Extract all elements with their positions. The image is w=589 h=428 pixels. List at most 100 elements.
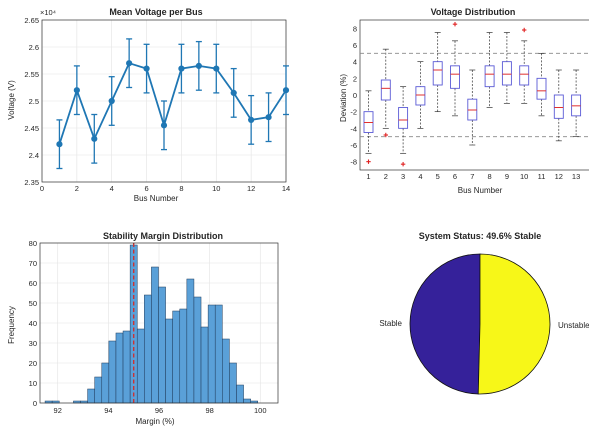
box [450,65,460,89]
x-tick-label: 11 [538,172,546,181]
box [536,77,547,100]
mean-voltage-point [248,116,255,124]
x-tick-label: 100 [254,406,267,415]
histogram-bar [87,388,95,404]
x-tick-label: 8 [488,172,492,181]
box [519,65,530,86]
box [432,61,443,86]
histogram-bar [186,278,195,404]
x-tick-label: 12 [247,184,255,193]
y-tick-label: 50 [29,299,37,308]
box [380,79,391,101]
box [415,86,426,106]
pie-slice-unstable [477,253,551,395]
stability-margin-title: Stability Margin Distribution [103,231,223,241]
x-tick-label: 2 [384,172,388,181]
y-tick-label: 2.6 [29,43,39,52]
voltage-distribution-ylabel: Deviation (%) [339,74,348,122]
mean-voltage-point [230,89,237,97]
mean-voltage-point [178,65,185,72]
x-tick-label: 2 [75,184,79,193]
histogram-bar [214,304,223,404]
histogram-bar [236,384,244,404]
mean-voltage-ylabel: Voltage (V) [7,80,16,120]
y-tick-label: 2.5 [29,97,39,106]
stability-margin-xlabel: Margin (%) [135,417,174,426]
system-status-title: System Status: 49.6% Stable [419,231,542,241]
x-tick-label: 98 [205,406,213,415]
x-tick-label: 4 [110,184,114,193]
y-tick-label: 10 [29,379,37,388]
mean-voltage-exponent: ×10⁴ [40,8,56,17]
histogram-bar [229,362,237,404]
y-tick-label: 30 [29,339,37,348]
pie-label: Unstable [558,321,589,330]
histogram-bar [101,362,110,404]
x-tick-label: 6 [453,172,457,181]
x-tick-label: 6 [144,184,148,193]
histogram-bar [193,296,202,404]
voltage-distribution-chart: Voltage Distribution Bus Number Deviatio… [339,7,589,195]
mean-voltage-point [282,87,290,94]
histogram-bar [207,304,216,404]
histogram-bar [115,332,124,404]
mean-voltage-point [195,62,202,70]
mean-voltage-point [91,135,98,142]
pie-slice-stable [409,253,481,395]
voltage-distribution-title: Voltage Distribution [431,7,516,17]
y-tick-label: 2.4 [29,151,39,160]
y-tick-label: 20 [29,359,37,368]
x-tick-label: 1 [366,172,370,181]
x-tick-label: 8 [179,184,183,193]
box [398,107,409,129]
y-tick-label: 2 [353,74,357,83]
mean-voltage-xlabel: Bus Number [134,194,179,203]
mean-voltage-point [108,97,115,105]
histogram-bar [151,266,159,404]
y-tick-label: -8 [350,158,357,167]
axes-box [39,242,279,404]
x-tick-label: 12 [555,172,563,181]
system-status-chart: System Status: 49.6% Stable Stable Unstab… [379,231,589,395]
y-tick-label: 4 [353,58,357,67]
mean-voltage-chart: Mean Voltage per Bus Bus Number Voltage … [7,7,290,203]
mean-voltage-point [143,65,150,72]
histogram-bar [94,376,103,404]
x-tick-label: 10 [520,172,528,181]
mean-voltage-title: Mean Voltage per Bus [109,7,202,17]
histogram-bar [108,340,117,404]
x-tick-label: 94 [104,406,112,415]
x-tick-label: 0 [40,184,44,193]
x-tick-label: 4 [418,172,422,181]
mean-voltage-line [58,62,287,145]
x-tick-label: 92 [54,406,62,415]
mean-voltage-point [160,122,168,129]
pie-label: Stable [379,319,402,328]
x-tick-label: 9 [505,172,509,181]
histogram-bar [165,318,173,404]
box [501,61,512,86]
histogram-bar [222,338,230,404]
y-tick-label: 2.45 [24,124,39,133]
x-tick-label: 3 [401,172,405,181]
histogram-bar [136,328,145,404]
y-tick-label: 0 [33,399,37,408]
y-tick-label: 2.65 [24,16,39,25]
histogram-bar [144,294,152,404]
y-tick-label: -4 [350,124,357,133]
y-tick-label: 2.35 [24,178,39,187]
y-tick-label: -2 [350,108,357,117]
y-tick-label: 70 [29,259,37,268]
x-tick-label: 10 [212,184,220,193]
stability-margin-ylabel: Frequency [7,306,16,344]
box [553,94,564,119]
stability-margin-chart: Stability Margin Distribution Margin (%)… [7,231,279,426]
y-tick-label: 60 [29,279,37,288]
x-tick-label: 13 [572,172,580,181]
box [484,65,495,88]
histogram-bar [200,326,209,404]
y-tick-label: 2.55 [24,70,39,79]
mean-voltage-point [56,141,63,148]
x-tick-label: 14 [282,184,290,193]
histogram-bar [243,398,251,404]
